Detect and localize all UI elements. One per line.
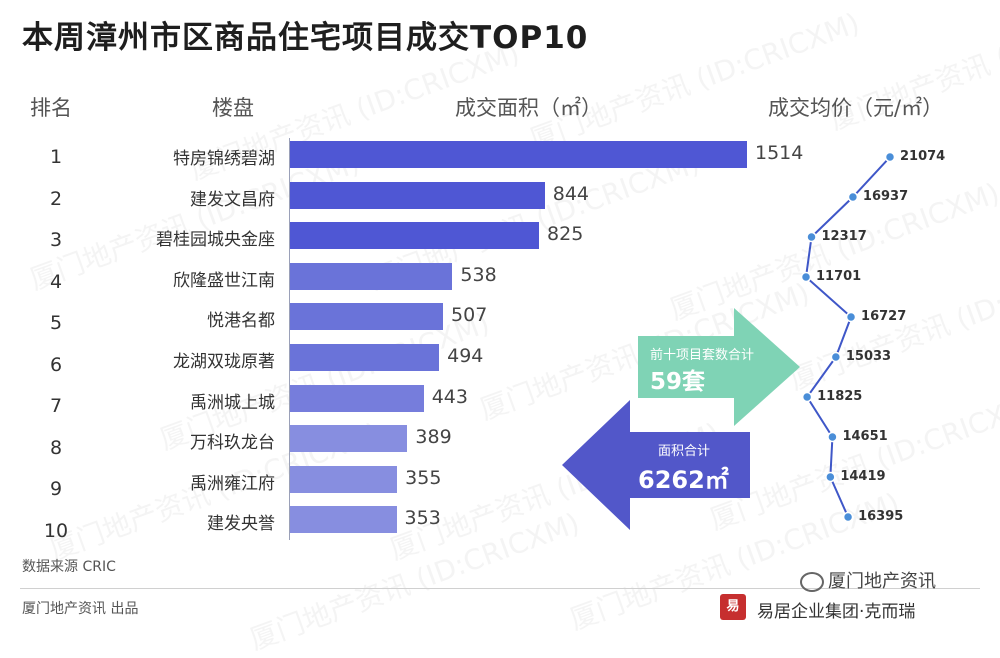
price-line-chart (800, 151, 896, 523)
area-value-label: 1514 (755, 142, 804, 164)
left-arrow-icon (562, 400, 750, 530)
category-axis-line (289, 138, 290, 540)
area-value-label: 353 (404, 507, 441, 530)
price-value-label: 14419 (840, 469, 886, 484)
area-value-label: 494 (447, 345, 484, 367)
footer-divider (20, 588, 980, 589)
area-value-label: 825 (547, 223, 584, 246)
area-bar (290, 344, 440, 371)
price-point (847, 191, 859, 203)
area-value-label: 844 (552, 182, 590, 205)
project-name: 特房锦绣碧湖 (173, 149, 275, 169)
price-point (801, 391, 813, 403)
area-bar (290, 262, 453, 290)
price-point (842, 511, 854, 523)
project-name: 欣隆盛世江南 (173, 270, 275, 291)
right-arrow-icon (638, 308, 800, 426)
project-name: 碧桂园城央金座 (156, 230, 275, 251)
publisher-credit: 厦门地产资讯 出品 (22, 601, 139, 617)
brand-seal-logo: 易 (720, 594, 746, 620)
area-total-label: 面积合计 (658, 444, 711, 459)
rank-number: 3 (49, 229, 63, 251)
rank-number: 9 (49, 478, 63, 500)
price-point (825, 471, 836, 483)
project-name: 悦港名都 (207, 311, 275, 332)
price-point (806, 231, 817, 243)
area-bar (290, 465, 398, 493)
area-total-callout: 面积合计 6262㎡ (562, 400, 752, 530)
price-point (827, 431, 838, 443)
area-bar (290, 506, 397, 534)
header-price: 成交均价（元/㎡） (768, 96, 944, 120)
area-bar (290, 181, 545, 209)
price-point (884, 151, 896, 163)
units-total-label: 前十项目套数合计 (650, 348, 755, 363)
price-value-label: 16727 (861, 309, 907, 324)
wechat-icon (800, 572, 824, 592)
price-value-label: 16937 (862, 189, 909, 204)
rank-number: 6 (49, 353, 63, 376)
area-value-label: 538 (460, 263, 497, 286)
rank-number: 10 (43, 519, 69, 542)
wechat-account-name: 厦门地产资讯 (828, 571, 936, 592)
price-value-label: 11701 (816, 269, 862, 284)
price-value-label: 16395 (858, 509, 904, 524)
project-name: 建发文昌府 (190, 189, 275, 210)
area-bar (290, 384, 424, 412)
price-value-label: 15033 (845, 349, 892, 364)
project-name: 禹洲雍江府 (190, 473, 275, 494)
area-value-label: 355 (405, 466, 442, 489)
price-value-label: 14651 (842, 429, 888, 444)
area-bar (290, 425, 408, 453)
project-name: 万科玖龙台 (190, 433, 275, 454)
project-name: 禹洲城上城 (190, 392, 275, 413)
area-value-label: 443 (431, 385, 468, 408)
price-value-label: 12317 (821, 229, 867, 244)
header-area: 成交面积（㎡） (455, 96, 602, 120)
price-point (800, 271, 812, 283)
rank-number: 5 (49, 312, 63, 334)
brand-name: 易居企业集团·克而瑞 (757, 602, 916, 622)
rank-number: 7 (49, 395, 63, 417)
rank-number: 1 (49, 146, 63, 168)
area-value-label: 507 (451, 304, 488, 327)
rank-number: 4 (49, 270, 63, 293)
rank-number: 8 (49, 436, 63, 459)
area-total-value: 6262㎡ (638, 466, 729, 494)
chart-title: 本周漳州市区商品住宅项目成交TOP10 (22, 20, 589, 56)
data-source: 数据来源 CRIC (22, 559, 116, 575)
project-name: 龙湖双珑原著 (173, 352, 275, 372)
header-rank: 排名 (30, 96, 72, 120)
price-value-label: 21074 (900, 149, 946, 164)
price-point (830, 351, 842, 363)
wechat-account: 厦门地产资讯 (800, 567, 936, 593)
area-bar (290, 303, 444, 331)
area-value-label: 389 (415, 426, 452, 449)
price-point (845, 311, 857, 323)
units-total-value: 59套 (650, 369, 706, 395)
project-name: 建发央誉 (207, 514, 275, 535)
header-project: 楼盘 (212, 96, 254, 120)
rank-number: 2 (49, 187, 63, 210)
price-value-label: 11825 (817, 389, 863, 404)
units-total-callout: 前十项目套数合计 59套 (638, 308, 802, 426)
area-bar (290, 141, 747, 168)
price-series-line (804, 156, 891, 518)
area-bar (290, 222, 540, 250)
